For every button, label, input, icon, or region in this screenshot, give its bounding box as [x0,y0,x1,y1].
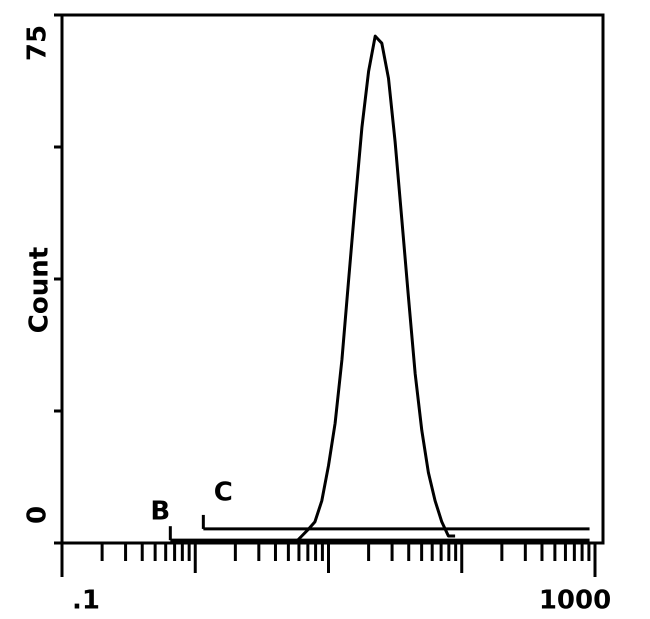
histogram-line [293,34,456,545]
x-tick-label: 1000 [539,586,611,616]
plot-frame [60,13,605,545]
y-tick-label: 75 [23,25,53,61]
gate-label: C [214,477,233,507]
x-tick-label: .1 [72,586,100,616]
gate-label: B [150,497,170,527]
y-tick-label: 0 [23,506,53,524]
y-axis-label: Count [25,247,55,333]
